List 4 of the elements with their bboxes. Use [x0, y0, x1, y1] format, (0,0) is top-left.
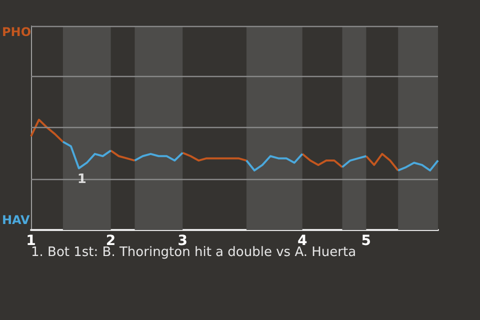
text: HAV	[2, 213, 31, 227]
text: PHO	[2, 25, 32, 39]
x-tick-label: 5	[361, 233, 372, 249]
annotation: 1	[77, 172, 86, 188]
